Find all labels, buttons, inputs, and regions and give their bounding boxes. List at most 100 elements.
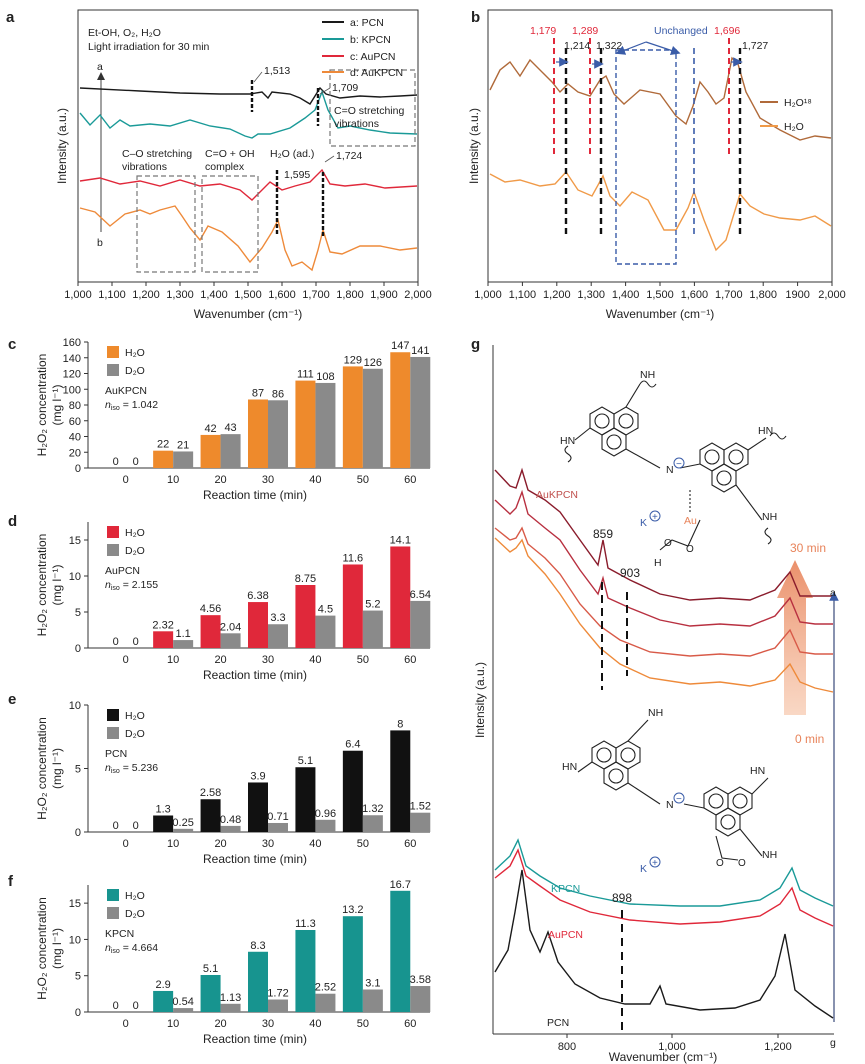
label-g-pcn: PCN (547, 1017, 569, 1029)
ytick-label: 10 (69, 700, 81, 712)
lring-4-circle (708, 793, 724, 809)
panel-g-xlabel: Wavenumber (cm⁻¹) (609, 1050, 718, 1064)
panel-b-xlabel: Wavenumber (cm⁻¹) (606, 307, 715, 321)
panel-g-arrow-bottom: g (830, 1037, 836, 1049)
wavy-bottom (764, 527, 772, 545)
ytick-label: 15 (69, 898, 81, 910)
bar-d2o (410, 356, 431, 468)
spectrum-g-pcn (494, 869, 834, 1019)
bar-d2o (315, 819, 336, 832)
xtick-label: 0 (123, 474, 129, 486)
sample-label: AuPCN (105, 565, 140, 577)
lbond-bottom (739, 828, 763, 857)
ytick-label: 40 (69, 432, 81, 444)
xtick-label: 10 (167, 838, 179, 850)
legend-label-h2o: H₂O (125, 527, 145, 539)
bar-value-label: 2.04 (220, 621, 241, 633)
struct-o-lower-1: O (716, 858, 724, 869)
panel-label-g: g (471, 336, 480, 353)
label-unchanged: Unchanged (654, 25, 708, 37)
panel-g: 800 1,000 1,200 Wavenumber (cm⁻¹) Intens… (473, 345, 839, 1064)
panel-a-xtick: 1,800 (336, 289, 364, 301)
charge-plus-lower: + (652, 858, 658, 869)
ring-4-circle (704, 449, 720, 465)
xtick-label: 30 (262, 474, 274, 486)
bar-d2o (220, 825, 241, 832)
legend-swatch-h2o (107, 709, 119, 721)
peak-label-1179: 1,179 (530, 25, 556, 37)
panel-a-xtick: 1,900 (370, 289, 398, 301)
legend-a-pcn: a: PCN (350, 17, 384, 29)
bond-bridge-2 (679, 463, 701, 469)
panel-a-xtick: 1,000 (64, 289, 92, 301)
bar-value-label: 6.54 (410, 589, 431, 601)
bar-value-label: 141 (411, 345, 429, 357)
panel-a-arrow-bottom: b (97, 237, 103, 249)
bar-h2o (200, 799, 221, 832)
bar-value-label: 0 (113, 1000, 119, 1012)
panel-e-ylabel-2: (mg l⁻¹) (50, 748, 64, 789)
bar-d2o (410, 600, 431, 648)
legend-label-d2o: D₂O (125, 365, 145, 377)
ytick-label: 10 (69, 934, 81, 946)
bar-d2o (268, 400, 288, 468)
panel-label-e: e (8, 691, 16, 708)
bar-d2o (362, 989, 383, 1012)
legend-b-h2o18: H₂O¹⁸ (784, 97, 812, 109)
ring-1-circle (594, 413, 610, 429)
bar-value-label: 3.3 (270, 612, 285, 624)
charge-plus-circle-lower (649, 856, 661, 868)
bar-value-label: 43 (224, 422, 236, 434)
struct-k-lower: K (640, 863, 647, 875)
bond-top (625, 383, 641, 408)
bond-bridge (625, 448, 661, 469)
ring-3 (601, 427, 627, 457)
bar-d2o (362, 815, 383, 832)
xtick-label: 40 (309, 838, 321, 850)
panel-e-xlabel: Reaction time (min) (203, 852, 307, 866)
ytick-label: 140 (63, 353, 81, 365)
lbond-top (627, 719, 649, 742)
peak-label-1595: 1,595 (284, 169, 310, 181)
bar-d2o (268, 999, 288, 1012)
ytick-label: 0 (75, 1007, 81, 1019)
bar-value-label: 0 (133, 636, 139, 648)
legend-swatch-d2o (107, 544, 119, 556)
xtick-label: 60 (404, 838, 416, 850)
bar-h2o (200, 974, 221, 1012)
spectrum-g-aukpcn-b (494, 489, 833, 627)
charge-plus-circle-upper (649, 510, 661, 522)
bar-d2o (173, 451, 194, 468)
legend-swatch-d2o (107, 907, 119, 919)
bar-value-label: 0.71 (267, 811, 288, 823)
bar-h2o (390, 890, 411, 1012)
ytick-label: 20 (69, 447, 81, 459)
panel-g-xtick-800: 800 (558, 1041, 576, 1053)
bar-h2o (248, 782, 268, 832)
spectrum-g-aukpcn-a (494, 467, 833, 601)
bar-value-label: 86 (272, 388, 284, 400)
leader-1709 (319, 87, 331, 95)
xtick-label: 50 (357, 838, 369, 850)
bar-h2o (295, 767, 316, 832)
spectrum-a-aukpcn (79, 205, 418, 272)
bar-d2o (173, 640, 194, 648)
xtick-label: 60 (404, 1018, 416, 1030)
bar-h2o (153, 990, 174, 1012)
box-co-stretch-right (329, 69, 416, 147)
legend-label-h2o: H₂O (125, 347, 145, 359)
panel-a-xtick: 1,500 (234, 289, 262, 301)
bar-d2o (362, 610, 383, 648)
panel-a-xtick: 1,200 (132, 289, 160, 301)
structure-aukpcn (564, 380, 787, 551)
bar-value-label: 13.2 (342, 904, 363, 916)
lring-6-circle (720, 814, 736, 830)
spectrum-g-kpcn (494, 838, 834, 907)
struct-hn-right: HN (758, 425, 773, 437)
bar-value-label: 147 (391, 340, 409, 352)
bar-value-label: 22 (157, 439, 169, 451)
